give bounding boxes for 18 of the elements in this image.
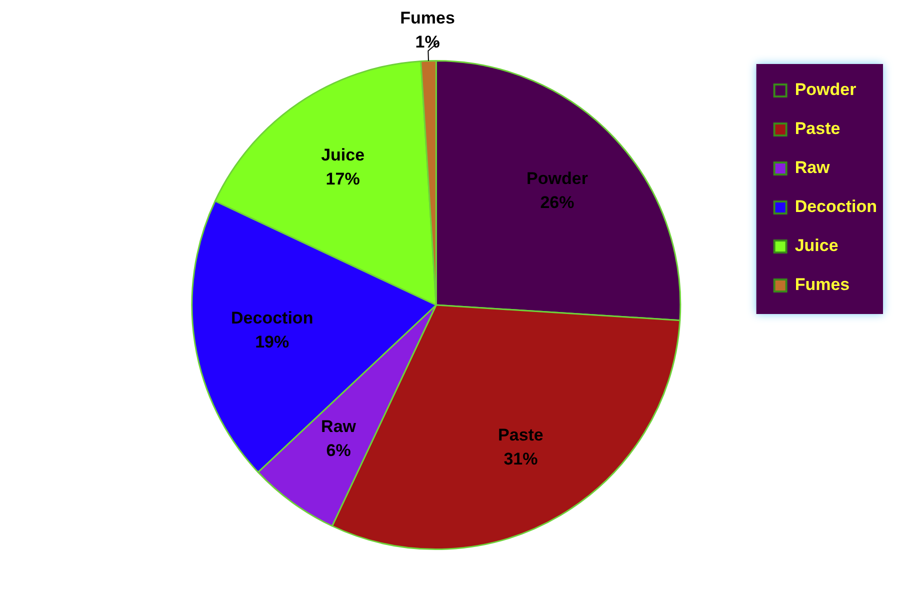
slice-label: Decoction	[231, 308, 314, 328]
data-label: 26%	[540, 192, 574, 212]
legend-label: Juice	[794, 236, 838, 256]
legend-label: Paste	[794, 119, 840, 138]
legend-label: Decoction	[794, 197, 878, 216]
data-label: 1%	[415, 32, 440, 52]
data-label: 31%	[504, 450, 538, 469]
data-label: 19%	[255, 332, 290, 352]
slice-label: Fumes	[400, 8, 455, 28]
slice-label: Powder	[526, 168, 588, 188]
slice-label: Paste	[498, 426, 544, 445]
legend-label: Raw	[794, 158, 831, 178]
slice-label: Juice	[321, 145, 365, 164]
legend-label: Powder	[794, 80, 857, 100]
slice-label: Raw	[321, 417, 357, 436]
data-label: 17%	[326, 169, 360, 188]
legend-label: Fumes	[794, 275, 850, 294]
data-label: 6%	[326, 441, 351, 460]
